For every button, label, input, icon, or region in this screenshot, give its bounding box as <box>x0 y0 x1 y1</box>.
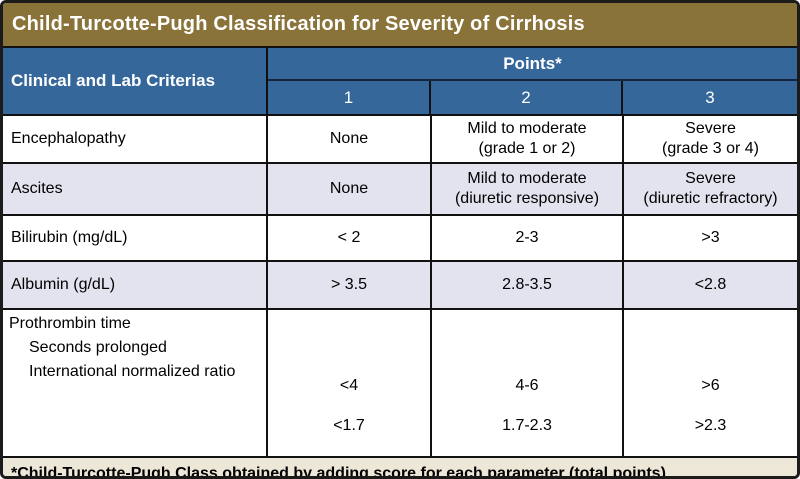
points-header-label: Points* <box>503 53 562 73</box>
row-label: Albumin (g/dL) <box>3 262 268 308</box>
row-label: Prothrombin time Seconds prolonged Inter… <box>3 310 268 456</box>
row-value-points-3: Severe (diuretic refractory) <box>643 170 778 207</box>
table-row-encephalopathy: Encephalopathy None Mild to moderate (gr… <box>3 116 797 164</box>
prothrombin-inr-value: >2.3 <box>694 417 727 434</box>
points-subheader-row: 1 2 3 <box>268 81 797 114</box>
prothrombin-sub-label-seconds: Seconds prolonged <box>29 339 167 356</box>
row-value-points-2: Mild to moderate (grade 1 or 2) <box>432 116 624 162</box>
table-header: Clinical and Lab Criterias Points* 1 2 3 <box>3 48 797 116</box>
spacer <box>268 332 430 356</box>
table-row-prothrombin-time: Prothrombin time Seconds prolonged Inter… <box>3 310 797 458</box>
row-label: Bilirubin (mg/dL) <box>3 216 268 260</box>
criteria-header-label: Clinical and Lab Criterias <box>11 71 216 90</box>
table-title-text: Child-Turcotte-Pugh Classification for S… <box>12 13 585 35</box>
spacer <box>432 332 622 356</box>
prothrombin-seconds-value: >6 <box>701 377 720 394</box>
criteria-header-cell: Clinical and Lab Criterias <box>3 48 268 114</box>
footnote: *Child-Turcotte-Pugh Class obtained by a… <box>3 458 797 479</box>
row-value-points-1: None <box>268 164 432 214</box>
prothrombin-inr-value: <1.7 <box>333 417 365 434</box>
row-value-points-3: <2.8 <box>694 276 727 293</box>
prothrombin-seconds-value: 4-6 <box>515 377 539 394</box>
prothrombin-inr-value: 1.7-2.3 <box>502 417 552 434</box>
prothrombin-title: Prothrombin time <box>9 315 131 332</box>
row-value-points-2: 2-3 <box>432 216 624 260</box>
spacer <box>624 332 797 356</box>
table-title: Child-Turcotte-Pugh Classification for S… <box>3 3 797 48</box>
prothrombin-sub-label-inr: International normalized ratio <box>29 363 236 380</box>
row-value-points-3: >3 <box>701 229 720 246</box>
table-row-albumin: Albumin (g/dL) > 3.5 2.8-3.5 <2.8 <box>3 262 797 310</box>
row-value-points-2: 4-6 1.7-2.3 <box>432 310 624 456</box>
row-value-points-1: <4 <1.7 <box>268 310 432 456</box>
table-row-bilirubin: Bilirubin (mg/dL) < 2 2-3 >3 <box>3 216 797 262</box>
footnote-heading: *Child-Turcotte-Pugh Class obtained by a… <box>11 465 666 479</box>
row-value-points-1: < 2 <box>268 216 432 260</box>
points-header-cell: Points* <box>268 48 797 81</box>
row-label: Encephalopathy <box>3 116 268 162</box>
row-value-points-2: Mild to moderate (diuretic responsive) <box>432 164 624 214</box>
prothrombin-seconds-value: <4 <box>339 377 359 394</box>
row-label: Ascites <box>3 164 268 214</box>
row-value-points-1: > 3.5 <box>268 262 432 308</box>
points-header-area: Points* 1 2 3 <box>268 48 797 114</box>
row-value-points-1: None <box>268 116 432 162</box>
row-value-points-2: 2.8-3.5 <box>432 262 624 308</box>
points-column-3: 3 <box>705 87 715 107</box>
row-value-points-3: Severe (grade 3 or 4) <box>662 120 759 157</box>
points-column-1: 1 <box>268 81 431 114</box>
row-value-points-3: >6 >2.3 <box>624 310 797 456</box>
points-column-2: 2 <box>431 81 623 114</box>
table-row-ascites: Ascites None Mild to moderate (diuretic … <box>3 164 797 216</box>
